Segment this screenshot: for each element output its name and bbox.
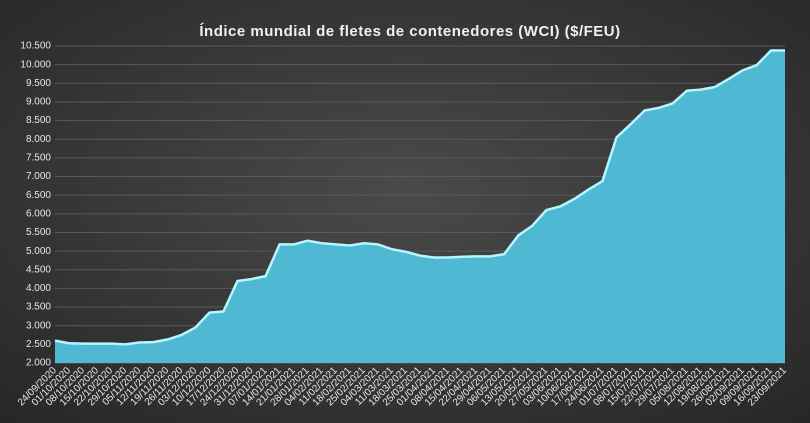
y-tick-label: 5.000: [26, 246, 51, 257]
y-tick-label: 7.000: [26, 171, 51, 182]
y-tick-label: 4.500: [26, 264, 51, 275]
y-tick-label: 9.500: [26, 78, 51, 89]
y-tick-label: 2.000: [26, 358, 51, 369]
y-tick-label: 10.000: [20, 59, 51, 70]
y-tick-label: 5.500: [26, 227, 51, 238]
y-tick-label: 4.000: [26, 283, 51, 294]
y-tick-label: 9.000: [26, 97, 51, 108]
y-tick-label: 6.500: [26, 190, 51, 201]
y-tick-label: 2.500: [26, 339, 51, 350]
y-tick-label: 3.000: [26, 320, 51, 331]
y-tick-label: 8.000: [26, 134, 51, 145]
y-tick-label: 10.500: [20, 41, 51, 52]
line: [54, 49, 785, 346]
y-tick-label: 7.500: [26, 153, 51, 164]
area: [55, 50, 785, 364]
chart-title: Índice mundial de fletes de contenedores…: [199, 23, 620, 40]
y-tick-label: 3.500: [26, 302, 51, 313]
y-tick-label: 6.000: [26, 208, 51, 219]
y-tick-label: 8.500: [26, 115, 51, 126]
